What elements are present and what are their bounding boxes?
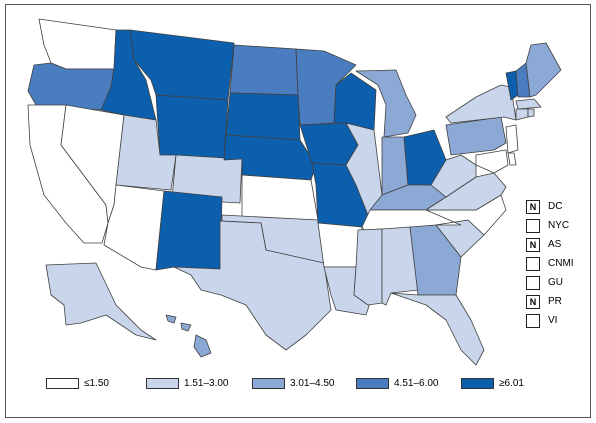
legend-swatch (356, 378, 389, 389)
state-CT (515, 108, 529, 121)
us-choropleth-map (27, 18, 562, 366)
territory-label: CNMI (548, 258, 574, 269)
territory-gu: GU (526, 276, 596, 294)
legend-label: 1.51–3.00 (184, 378, 229, 389)
state-AK (45, 262, 157, 341)
territory-box: N (526, 238, 540, 252)
map-frame: N DC NYC N AS CNMI GU N PR VI (5, 4, 591, 418)
state-KS (241, 174, 319, 221)
territory-vi: VI (526, 314, 596, 332)
state-FL (390, 292, 485, 366)
territory-dc: N DC (526, 200, 596, 218)
territory-cnmi: CNMI (526, 257, 596, 275)
territory-nyc: NYC (526, 219, 596, 237)
territory-box (526, 276, 540, 290)
state-TX (173, 220, 332, 351)
legend-label: 4.51–6.00 (394, 378, 439, 389)
state-SD (225, 92, 301, 141)
territory-as: N AS (526, 238, 596, 256)
state-MS (353, 228, 383, 306)
state-NY (445, 84, 517, 124)
territory-box (526, 314, 540, 328)
state-VA (425, 172, 507, 211)
state-IL (345, 122, 383, 221)
state-DE (507, 152, 517, 166)
state-MA (515, 98, 542, 110)
legend-swatch (46, 378, 79, 389)
legend-label: 3.01–4.50 (290, 378, 335, 389)
territory-label: GU (548, 277, 563, 288)
state-MD (475, 149, 509, 174)
state-ME (525, 42, 562, 98)
state-MI (355, 69, 417, 138)
state-WI (333, 72, 377, 131)
legend-swatch (252, 378, 285, 389)
territory-box (526, 219, 540, 233)
state-NM (155, 190, 223, 271)
state-NJ (505, 124, 519, 154)
state-RI (527, 108, 535, 118)
state-HI (165, 314, 212, 358)
state-ND (229, 44, 299, 96)
state-OR (27, 62, 115, 111)
legend-swatch (461, 378, 494, 389)
territory-box: N (526, 295, 540, 309)
state-WY (155, 94, 229, 161)
territory-box (526, 257, 540, 271)
legend-label: ≤1.50 (84, 378, 109, 389)
state-AR (317, 222, 363, 268)
map-legend: ≤1.50 1.51–3.00 3.01–4.50 4.51–6.00 ≥6.0… (6, 376, 596, 396)
territory-pr: N PR (526, 295, 596, 313)
territory-label: AS (548, 239, 562, 250)
territory-box: N (526, 200, 540, 214)
state-WA (38, 18, 117, 70)
state-CO (171, 154, 243, 204)
legend-swatch (146, 378, 179, 389)
territory-label: DC (548, 201, 563, 212)
state-GA (409, 224, 462, 296)
territory-label: VI (548, 315, 558, 326)
legend-label: ≥6.01 (499, 378, 524, 389)
territory-label: PR (548, 296, 562, 307)
territory-label: NYC (548, 220, 570, 231)
